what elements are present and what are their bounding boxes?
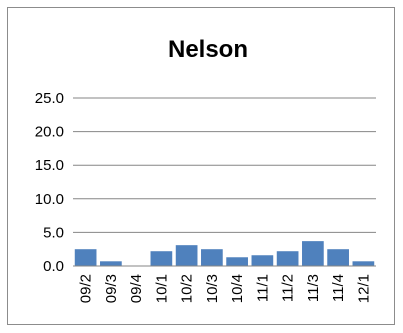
x-tick-label: 09/2 [78,274,95,303]
x-tick-label: 11/2 [280,274,297,302]
bar [352,261,375,266]
bar [251,255,274,266]
x-tick-labels: 09/2 09/3 09/4 10/1 10/2 10/3 10/4 11/1 11/2 11/3… [78,274,373,303]
y-tick-label: 0.0 [43,258,64,275]
y-tick-label: 25.0 [35,90,64,107]
bar [150,251,173,266]
bar [74,249,97,266]
bar [201,249,223,266]
x-tick-label: 11/4 [330,274,347,302]
x-tick-label: 11/3 [305,274,322,302]
chart-title: Nelson [168,36,248,63]
y-tick-label: 15.0 [35,157,64,174]
y-tick-label: 10.0 [35,191,64,208]
bar [100,261,122,266]
gridlines [73,97,376,233]
bar [175,245,198,266]
x-tick-label: 10/1 [153,274,170,303]
x-tick-label: 12/1 [355,274,372,303]
y-tick-labels: 0.0 5.0 10.0 15.0 20.0 25.0 [35,90,64,275]
x-tick-label: 10/3 [204,274,221,303]
bar [226,257,248,266]
x-tick-label: 11/1 [254,274,271,302]
x-tick-label: 10/4 [229,274,246,303]
x-tick-label: 10/2 [179,274,196,303]
x-tick-label: 09/4 [128,274,145,303]
bar [302,241,324,266]
y-tick-label: 5.0 [43,224,64,241]
y-tick-label: 20.0 [35,124,64,141]
bar [327,249,349,266]
chart-frame [7,7,395,325]
bar [276,251,299,266]
x-tick-label: 09/3 [103,274,120,303]
bars [74,241,375,266]
